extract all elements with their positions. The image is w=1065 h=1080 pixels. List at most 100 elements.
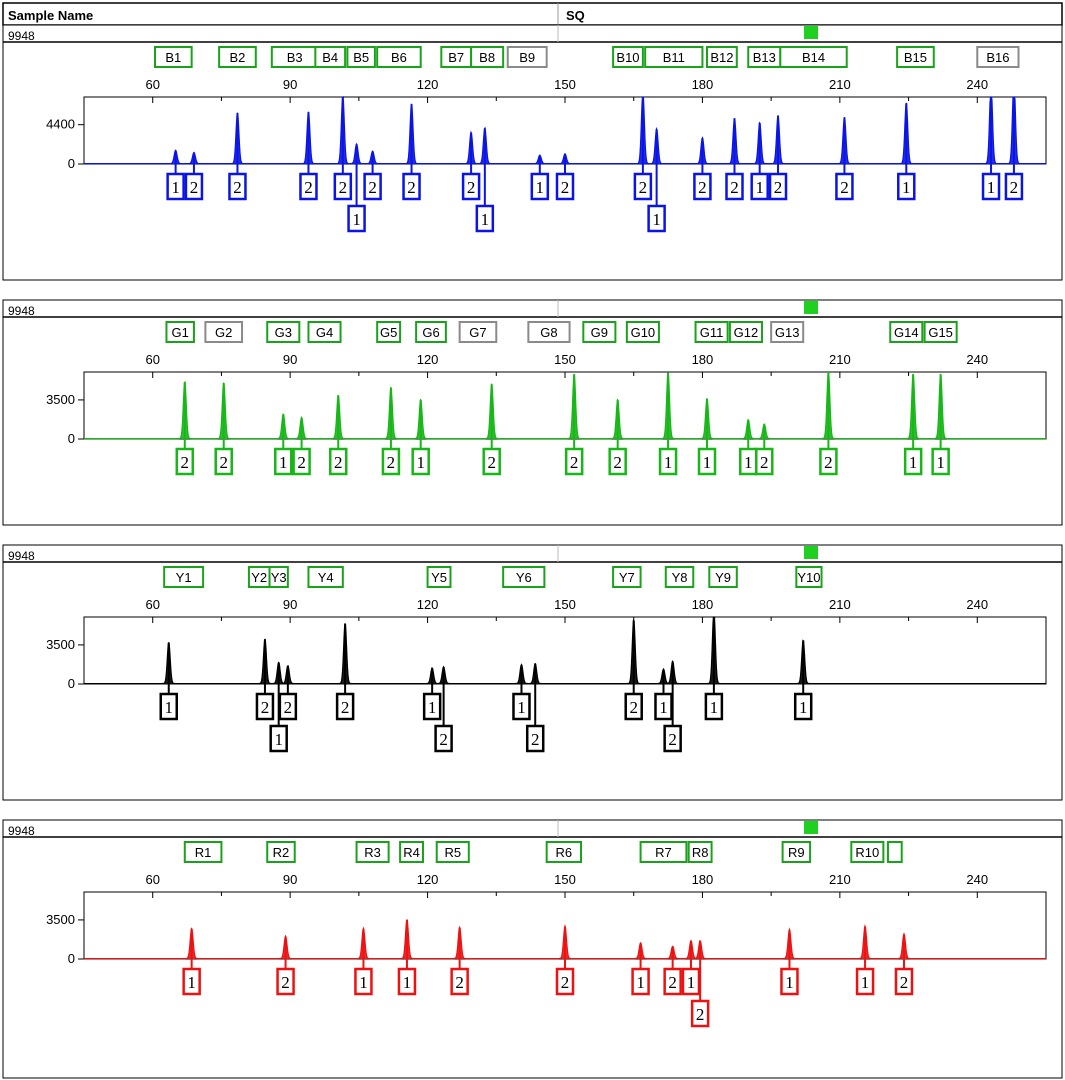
- marker-label[interactable]: B11: [663, 50, 685, 65]
- marker-label[interactable]: G7: [469, 325, 486, 340]
- marker-label[interactable]: Y6: [516, 570, 532, 585]
- allele-box[interactable]: [214, 447, 233, 476]
- allele-box[interactable]: [347, 204, 366, 233]
- marker-label[interactable]: G3: [275, 325, 292, 340]
- allele-box[interactable]: [422, 692, 442, 721]
- marker-box[interactable]: [976, 46, 1020, 68]
- allele-label[interactable]: 2: [900, 973, 909, 992]
- marker-box[interactable]: [165, 321, 195, 343]
- allele-label[interactable]: 2: [696, 1005, 705, 1024]
- allele-box[interactable]: [525, 724, 545, 753]
- marker-label[interactable]: B5: [353, 50, 369, 65]
- marker-label[interactable]: B10: [616, 50, 639, 65]
- sq-header[interactable]: SQ: [566, 8, 585, 23]
- marker-label[interactable]: B13: [753, 50, 776, 65]
- allele-label[interactable]: 2: [668, 973, 677, 992]
- marker-box[interactable]: [154, 46, 193, 68]
- marker-label[interactable]: B6: [391, 50, 407, 65]
- allele-box[interactable]: [780, 967, 799, 996]
- allele-label[interactable]: 1: [659, 698, 668, 717]
- allele-label[interactable]: 1: [652, 210, 661, 229]
- allele-box[interactable]: [564, 447, 584, 476]
- allele-box[interactable]: [461, 172, 481, 201]
- allele-box[interactable]: [450, 967, 469, 996]
- allele-label[interactable]: 2: [368, 178, 377, 197]
- allele-label[interactable]: 2: [629, 698, 638, 717]
- allele-label[interactable]: 2: [487, 453, 496, 472]
- allele-box[interactable]: [704, 692, 724, 721]
- marker-label[interactable]: Y7: [619, 570, 635, 585]
- marker-box[interactable]: [896, 46, 935, 68]
- allele-label[interactable]: 2: [181, 453, 190, 472]
- marker-box[interactable]: [694, 321, 729, 343]
- allele-box[interactable]: [228, 172, 247, 201]
- marker-box[interactable]: [770, 321, 805, 343]
- marker-box[interactable]: [266, 841, 296, 863]
- allele-box[interactable]: [397, 967, 417, 996]
- marker-label[interactable]: G11: [700, 325, 724, 340]
- allele-box[interactable]: [768, 172, 788, 201]
- marker-box[interactable]: [664, 566, 695, 588]
- allele-label[interactable]: 2: [284, 698, 293, 717]
- marker-label[interactable]: G2: [215, 325, 232, 340]
- marker-label[interactable]: Y5: [431, 570, 447, 585]
- allele-label[interactable]: 1: [164, 698, 173, 717]
- marker-label[interactable]: B12: [710, 50, 733, 65]
- marker-box[interactable]: [625, 321, 660, 343]
- marker-box[interactable]: [779, 46, 848, 68]
- marker-box[interactable]: [314, 46, 347, 68]
- allele-label[interactable]: 1: [403, 973, 412, 992]
- allele-box[interactable]: [354, 967, 373, 996]
- marker-label[interactable]: R10: [855, 845, 879, 860]
- marker-box[interactable]: [268, 566, 289, 588]
- marker-label[interactable]: R4: [403, 845, 420, 860]
- allele-label[interactable]: 2: [698, 178, 707, 197]
- marker-label[interactable]: B9: [519, 50, 535, 65]
- allele-label[interactable]: 1: [755, 178, 764, 197]
- allele-box[interactable]: [159, 692, 178, 721]
- marker-label[interactable]: R5: [444, 845, 461, 860]
- allele-box[interactable]: [897, 172, 916, 201]
- allele-label[interactable]: 1: [279, 453, 288, 472]
- allele-label[interactable]: 2: [281, 973, 290, 992]
- allele-label[interactable]: 2: [613, 453, 622, 472]
- marker-label[interactable]: G9: [591, 325, 608, 340]
- allele-label[interactable]: 2: [668, 730, 677, 749]
- allele-box[interactable]: [697, 447, 717, 476]
- allele-box[interactable]: [184, 172, 204, 201]
- allele-label[interactable]: 2: [339, 178, 348, 197]
- allele-label[interactable]: 1: [274, 730, 283, 749]
- marker-label[interactable]: B15: [904, 50, 927, 65]
- sample-name-header[interactable]: Sample Name: [8, 8, 93, 23]
- allele-label[interactable]: 2: [297, 453, 306, 472]
- allele-box[interactable]: [624, 692, 643, 721]
- allele-box[interactable]: [333, 172, 353, 201]
- allele-box[interactable]: [335, 692, 355, 721]
- allele-label[interactable]: 1: [187, 973, 196, 992]
- allele-box[interactable]: [693, 172, 712, 201]
- allele-label[interactable]: 2: [304, 178, 313, 197]
- allele-box[interactable]: [299, 172, 318, 201]
- allele-box[interactable]: [182, 967, 201, 996]
- marker-label[interactable]: R2: [273, 845, 290, 860]
- allele-box[interactable]: [633, 172, 653, 201]
- allele-box[interactable]: [555, 967, 575, 996]
- marker-box[interactable]: [426, 566, 452, 588]
- allele-box[interactable]: [363, 172, 382, 201]
- marker-label[interactable]: G8: [540, 325, 557, 340]
- allele-box[interactable]: [512, 692, 531, 721]
- allele-box[interactable]: [681, 967, 701, 996]
- marker-box[interactable]: [399, 841, 424, 863]
- allele-label[interactable]: 1: [936, 453, 945, 472]
- marker-box[interactable]: [307, 566, 344, 588]
- allele-label[interactable]: 1: [536, 178, 545, 197]
- allele-label[interactable]: 2: [387, 453, 396, 472]
- allele-box[interactable]: [819, 447, 838, 476]
- marker-label[interactable]: Y1: [176, 570, 192, 585]
- allele-label[interactable]: 1: [416, 453, 425, 472]
- marker-label[interactable]: Y2: [251, 570, 267, 585]
- allele-box[interactable]: [276, 967, 295, 996]
- allele-label[interactable]: 1: [664, 453, 673, 472]
- allele-box[interactable]: [255, 692, 275, 721]
- marker-box[interactable]: [415, 321, 447, 343]
